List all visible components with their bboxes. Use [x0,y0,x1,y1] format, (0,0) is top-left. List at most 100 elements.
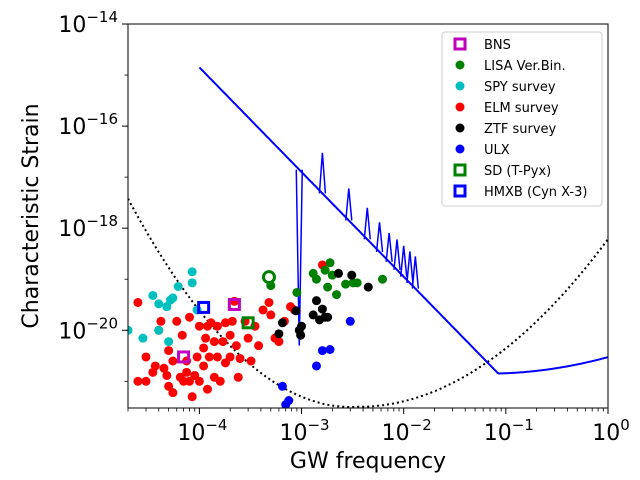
data-point [185,312,195,322]
legend-marker [453,37,467,51]
curve-spike [318,152,327,194]
data-point [150,361,160,371]
curve-spike [295,169,304,346]
legend-box [441,31,603,207]
data-point [227,297,241,311]
data-point [197,300,211,314]
data-point [212,321,222,331]
data-point [323,312,333,322]
curve-spike [363,207,372,240]
data-point [194,321,204,331]
x-tick-label: 100 [592,416,630,446]
data-point [225,352,235,362]
legend-label: SD (T-Pyx) [484,164,551,179]
x-tick-label: 10−3 [279,416,329,446]
data-point [168,388,178,398]
legend: BNS LISA Ver.Bin. SPY survey ELM survey ZTF … [441,31,603,207]
data-point [192,352,202,362]
curve-spike [406,251,414,284]
data-point [320,265,330,275]
data-point [258,305,268,315]
data-point [311,361,321,371]
data-point [334,268,344,278]
data-point [141,376,151,386]
data-point [274,337,284,347]
data-point [177,330,187,340]
data-point [274,329,284,339]
curve-spike [375,222,384,252]
legend-label: ULX [484,143,510,158]
data-point [164,337,174,347]
data-point [227,316,237,326]
data-point [292,287,302,297]
legend-label: ZTF survey [484,122,557,137]
data-point [345,316,355,326]
data-point [162,302,172,312]
data-point [261,270,276,285]
legend-marker [453,184,467,198]
legend-label: SPY survey [484,80,556,95]
data-point [182,367,192,377]
curve-spike [345,188,353,221]
data-point [164,346,174,356]
data-point [162,370,172,380]
data-point [308,310,318,320]
data-point [156,316,166,326]
data-point [233,372,243,382]
data-point [377,274,387,284]
data-point [128,325,133,335]
data-point [133,297,143,307]
legend-marker [455,60,465,70]
legend-marker [455,102,465,112]
data-point [254,341,264,351]
data-point [164,381,174,391]
data-point [235,353,245,363]
data-point [168,356,178,366]
legend-marker [455,144,465,154]
legend-marker [455,123,465,133]
x-axis-label: GW frequency [290,449,446,474]
data-point [296,330,306,340]
y-tick-label: 10−16 [58,110,118,140]
data-point [187,278,197,288]
data-point [154,299,164,309]
y-axis-label: Characteristic Strain [19,103,44,328]
data-point [297,321,307,331]
data-point [231,341,241,351]
data-point [241,316,255,330]
curve-spike [393,239,401,270]
data-point [187,392,197,402]
data-point [277,381,287,391]
legend-label: HMXB (Cyn X-3) [484,185,587,200]
data-point [133,376,143,386]
data-point [202,384,212,394]
data-point [266,310,276,320]
data-point [332,290,342,300]
data-point [325,344,335,354]
data-point [317,346,327,356]
data-point [246,356,256,366]
data-point [201,333,211,343]
data-point [173,282,183,292]
data-point [141,352,151,362]
x-tick-label: 10−1 [484,416,534,446]
legend-marker [453,163,467,177]
data-point [323,282,333,292]
data-point [277,318,287,328]
curve-spike [411,256,420,289]
points-layer [128,258,387,408]
data-point [311,296,321,306]
data-point [317,304,327,314]
data-point [352,278,362,288]
data-point [185,376,195,386]
data-point [172,316,182,326]
data-point [347,270,357,280]
data-point [154,325,164,335]
data-point [168,293,178,303]
data-point [159,363,169,373]
ticks-layer: 10−4 10−3 10−2 10−1 100 10−14 10−16 10−18 10−20 [58,8,629,446]
data-point [341,279,351,289]
data-point [177,350,191,364]
legend-marker [455,81,465,91]
